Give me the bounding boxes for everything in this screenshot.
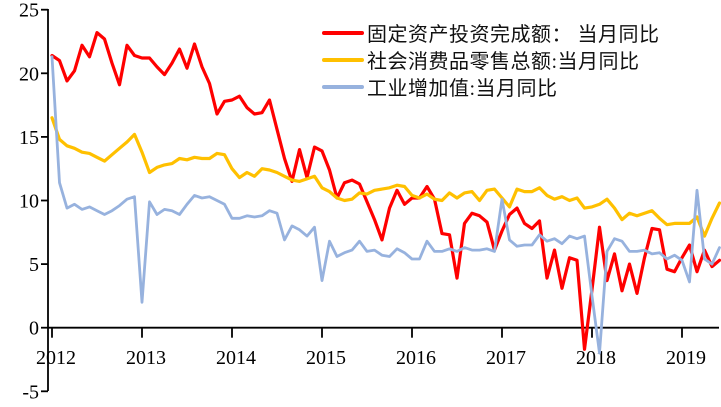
x-tick-label: 2018 — [576, 347, 616, 369]
series-line-0 — [50, 30, 721, 351]
retail-line-swatch — [322, 57, 364, 62]
legend-label: 社会消费品零售总额:当月同比 — [367, 51, 640, 73]
x-tick-label: 2014 — [216, 347, 256, 369]
x-tick-label: 2017 — [486, 347, 526, 369]
legend-item-retail-sales: 社会消费品零售总额:当月同比 — [322, 46, 660, 73]
fai-line-swatch — [322, 30, 364, 35]
iva-line-swatch — [322, 84, 364, 89]
chart-legend: 固定资产投资完成额： 当月同比 社会消费品零售总额:当月同比 工业增加值:当月同… — [322, 19, 660, 100]
y-tick-label: 15 — [19, 127, 39, 149]
x-tick-label: 2013 — [126, 347, 166, 369]
legend-item-fixed-asset-investment: 固定资产投资完成额： 当月同比 — [322, 19, 660, 46]
legend-label: 工业增加值:当月同比 — [367, 78, 558, 100]
y-tick-label: 5 — [29, 254, 39, 276]
y-tick-label: 0 — [29, 318, 39, 340]
series-line-1 — [50, 116, 721, 238]
series-line-2 — [50, 55, 721, 355]
x-tick-label: 2019 — [666, 347, 706, 369]
legend-label: 固定资产投资完成额： 当月同比 — [367, 24, 660, 46]
legend-item-industrial-value-added: 工业增加值:当月同比 — [322, 73, 660, 100]
x-tick-label: 2016 — [396, 347, 436, 369]
y-tick-label: 25 — [19, 0, 39, 22]
y-tick-label: 10 — [19, 191, 39, 213]
y-tick-label: -5 — [22, 381, 39, 403]
x-tick-label: 2015 — [306, 347, 346, 369]
y-tick-label: 20 — [19, 63, 39, 85]
x-tick-label: 2012 — [36, 347, 76, 369]
